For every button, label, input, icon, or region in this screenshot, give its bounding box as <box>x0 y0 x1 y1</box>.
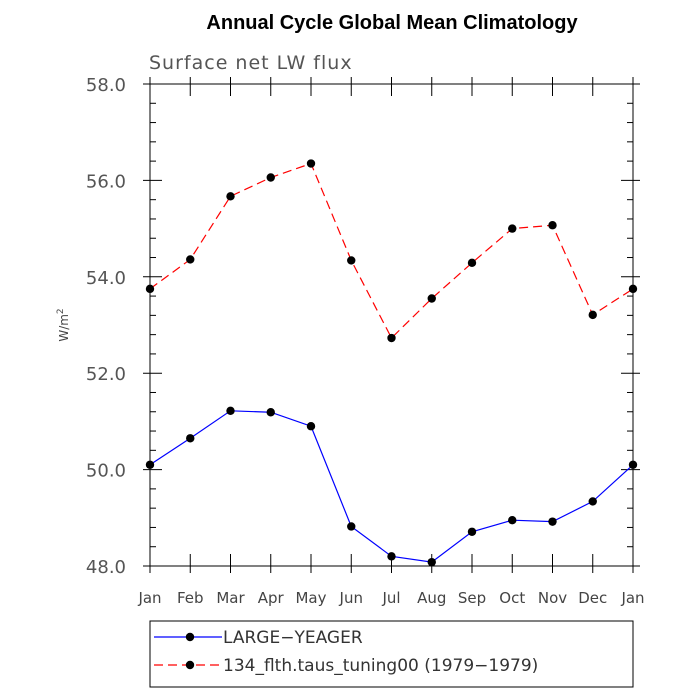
x-tick-label-12: Jan <box>620 589 644 607</box>
series-0-point-8 <box>467 527 477 536</box>
y-axis-label-text: W/m <box>57 314 71 342</box>
x-tick-label-5: Jun <box>339 589 363 607</box>
x-tick-label-3: Apr <box>258 589 285 607</box>
axis-ticks <box>143 77 640 573</box>
series-0-point-0 <box>145 460 155 469</box>
y-axis-label-superscript: 2 <box>56 308 66 314</box>
legend-box <box>149 620 634 688</box>
series-1-point-6 <box>387 333 396 343</box>
series-0-point-10 <box>548 517 557 526</box>
legend-entries: LARGE−YEAGER 134_flth.taus_tuning00 (1979… <box>154 628 538 676</box>
legend-marker-0 <box>185 632 195 642</box>
series-1-point-8 <box>467 258 477 268</box>
legend-label-0: LARGE−YEAGER <box>223 628 363 648</box>
x-tick-label-6: Jul <box>381 589 400 607</box>
y-tick-label-3: 54.0 <box>86 268 126 289</box>
y-tick-label-0: 48.0 <box>86 557 126 578</box>
y-tick-label-2: 52.0 <box>86 364 126 385</box>
y-tick-label-1: 50.0 <box>86 461 126 482</box>
x-tick-labels: Jan Feb Mar Apr May Jun Jul Aug Sep Oct Nov Dec Jan <box>137 589 644 607</box>
x-tick-label-9: Oct <box>499 589 525 607</box>
series-1-point-4 <box>306 159 316 168</box>
series-0-point-7 <box>427 557 436 567</box>
svg-text:W/m2: W/m2 <box>56 308 71 341</box>
series-0-point-11 <box>588 497 597 506</box>
series-1-point-7 <box>427 294 436 303</box>
y-tick-label-4: 56.0 <box>86 171 126 192</box>
x-tick-label-10: Nov <box>538 589 567 607</box>
series-0-point-9 <box>508 516 517 525</box>
series-1-point-5 <box>347 256 356 265</box>
y-tick-labels: 48.0 50.0 52.0 54.0 56.0 58.0 <box>86 75 126 578</box>
plot-frame <box>149 83 634 567</box>
series-0-point-2 <box>226 406 235 415</box>
series-0-point-6 <box>387 552 396 561</box>
legend-label-1: 134_flth.taus_tuning00 (1979−1979) <box>223 656 538 676</box>
series-1-point-1 <box>186 255 195 264</box>
series-1-point-0 <box>145 284 155 294</box>
series-1-point-2 <box>226 192 235 201</box>
series-0-point-12 <box>628 460 638 469</box>
series-line-1 <box>149 162 634 340</box>
x-tick-label-0: Jan <box>137 589 161 607</box>
legend: LARGE−YEAGER 134_flth.taus_tuning00 (1979… <box>149 620 634 688</box>
series-1-point-12 <box>628 284 638 294</box>
series-0-point-1 <box>186 434 195 443</box>
x-tick-label-8: Sep <box>458 589 486 607</box>
x-tick-label-11: Dec <box>578 589 607 607</box>
series-0-point-4 <box>306 422 316 431</box>
y-tick-label-5: 58.0 <box>86 75 126 96</box>
legend-marker-1 <box>185 660 195 670</box>
x-tick-label-1: Feb <box>177 589 204 607</box>
series-1-point-10 <box>548 221 557 230</box>
series-line-0 <box>149 410 634 563</box>
y-axis-label: W/m2 <box>56 308 71 341</box>
x-tick-label-4: May <box>295 589 326 607</box>
series-1-point-11 <box>588 310 597 320</box>
series-0-point-5 <box>347 522 356 531</box>
x-tick-label-7: Aug <box>417 589 446 607</box>
series-1-point-9 <box>508 224 517 233</box>
chart-title: Annual Cycle Global Mean Climatology <box>206 12 578 34</box>
chart-subtitle: Surface net LW flux <box>149 52 353 74</box>
series-1-point-3 <box>266 173 275 182</box>
series-0-point-3 <box>266 408 275 417</box>
x-tick-label-2: Mar <box>216 589 245 607</box>
series-layer <box>145 159 638 567</box>
